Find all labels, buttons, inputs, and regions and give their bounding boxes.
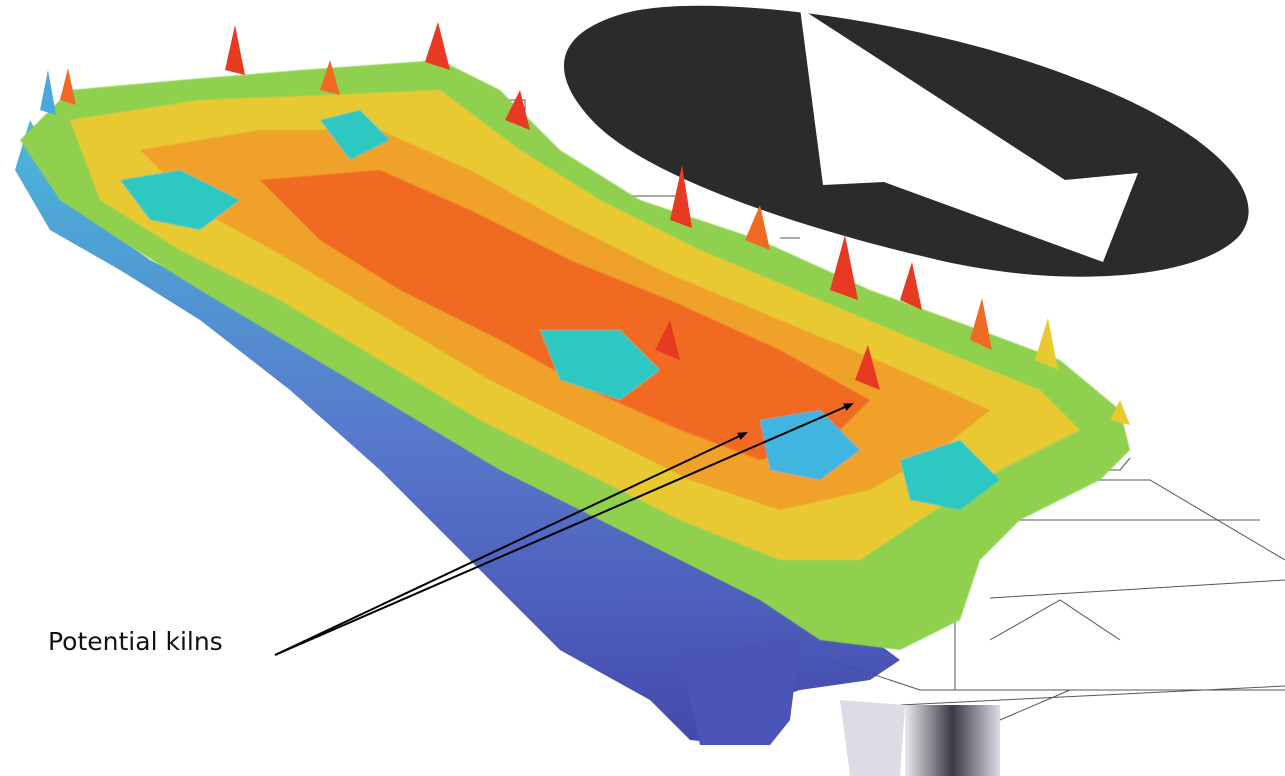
potential-kilns-label: Potential kilns (48, 627, 223, 656)
surface-body (20, 60, 1130, 650)
pointer-line-2 (274, 403, 854, 656)
surface-spikes (40, 22, 1130, 425)
annotation-pointers (274, 403, 854, 656)
pointer-line-1 (274, 432, 748, 656)
excavation-pit (840, 700, 1000, 776)
north-arrow-icon (563, 5, 1249, 277)
